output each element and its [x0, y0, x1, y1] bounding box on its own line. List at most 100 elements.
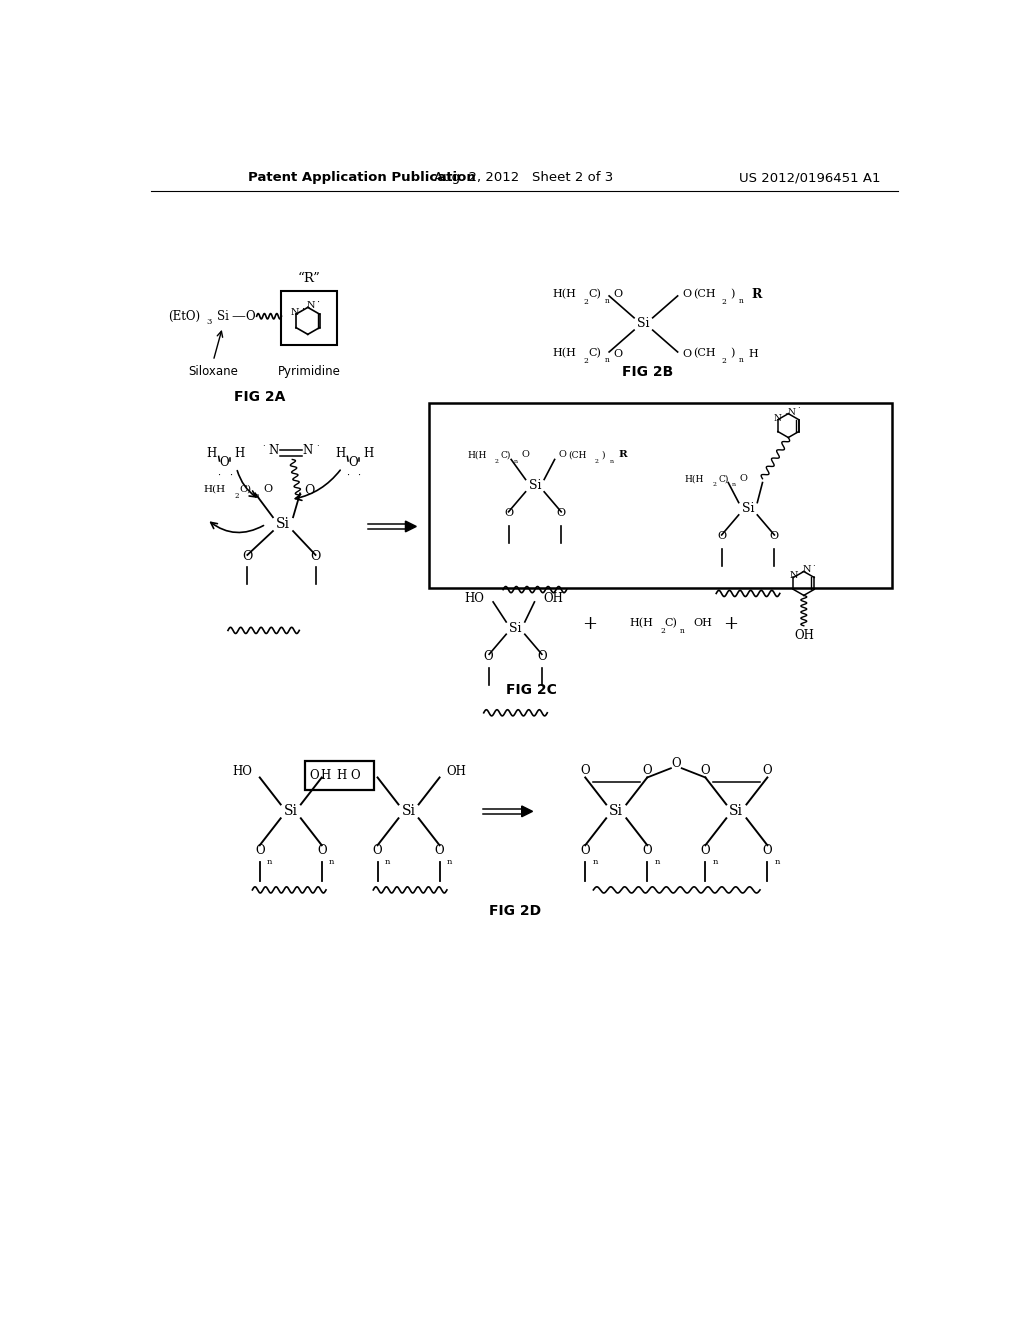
- Text: Si: Si: [217, 310, 228, 323]
- Text: N: N: [303, 444, 313, 457]
- Text: O: O: [435, 843, 444, 857]
- Text: ·: ·: [784, 411, 787, 418]
- Text: N: N: [790, 572, 798, 581]
- Text: H: H: [207, 446, 217, 459]
- Text: ·: ·: [262, 442, 265, 450]
- Text: O: O: [642, 764, 652, 777]
- Text: N: N: [268, 444, 279, 457]
- Text: n: n: [680, 627, 685, 635]
- Text: 2: 2: [595, 458, 598, 463]
- Text: (EtO): (EtO): [168, 310, 200, 323]
- Text: Si: Si: [741, 502, 755, 515]
- Text: O: O: [557, 508, 566, 519]
- Text: O: O: [255, 843, 264, 857]
- Text: H: H: [337, 768, 347, 781]
- Text: O: O: [613, 289, 623, 300]
- Text: Pyrimidine: Pyrimidine: [278, 366, 341, 379]
- Text: HO: HO: [465, 591, 484, 605]
- Text: H(H: H(H: [204, 484, 226, 494]
- Text: 2: 2: [495, 458, 499, 463]
- Text: O: O: [317, 843, 327, 857]
- Text: O: O: [763, 764, 772, 777]
- Text: FIG 2A: FIG 2A: [234, 391, 286, 404]
- Text: R: R: [618, 450, 628, 459]
- Text: O: O: [309, 768, 318, 781]
- Text: n: n: [255, 491, 260, 500]
- Text: ·: ·: [301, 305, 304, 314]
- Text: (CH: (CH: [692, 348, 716, 359]
- Text: n: n: [654, 858, 660, 866]
- Text: N: N: [291, 308, 300, 317]
- Bar: [305, 760, 375, 789]
- Text: H: H: [364, 446, 374, 459]
- Text: n: n: [605, 297, 610, 305]
- Text: +: +: [723, 615, 738, 634]
- Text: n: n: [267, 858, 272, 866]
- Text: Si: Si: [401, 804, 416, 818]
- Text: OH: OH: [446, 764, 467, 777]
- Bar: [282, 290, 337, 345]
- Text: n: n: [329, 858, 335, 866]
- Text: H(H: H(H: [684, 474, 703, 483]
- Text: O: O: [246, 310, 255, 323]
- Text: O: O: [581, 764, 590, 777]
- Text: OH: OH: [795, 630, 814, 643]
- Text: C): C): [664, 618, 677, 628]
- Text: N: N: [306, 301, 315, 310]
- Text: Aug. 2, 2012   Sheet 2 of 3: Aug. 2, 2012 Sheet 2 of 3: [433, 172, 613, 185]
- Text: Si: Si: [609, 804, 624, 818]
- Text: ): ): [730, 289, 734, 300]
- Text: 2: 2: [584, 358, 589, 366]
- Text: O: O: [558, 450, 566, 459]
- Text: O: O: [350, 768, 359, 781]
- Text: FIG 2D: FIG 2D: [489, 904, 542, 919]
- Text: O: O: [310, 550, 321, 564]
- Text: “R”: “R”: [298, 272, 321, 285]
- Text: O: O: [613, 348, 623, 359]
- Text: O: O: [263, 483, 272, 494]
- Text: N: N: [774, 413, 782, 422]
- Text: O: O: [581, 843, 590, 857]
- Text: H(H: H(H: [629, 618, 653, 628]
- Text: H(H: H(H: [552, 289, 577, 300]
- Text: O: O: [304, 483, 314, 496]
- Text: O: O: [682, 289, 691, 300]
- Text: O: O: [483, 649, 494, 663]
- Text: O: O: [770, 532, 779, 541]
- Text: O: O: [700, 764, 711, 777]
- Text: C): C): [589, 289, 602, 300]
- Text: —: —: [231, 309, 245, 323]
- Text: n: n: [610, 458, 614, 463]
- Text: n: n: [732, 482, 735, 487]
- Text: ·: ·: [346, 470, 349, 479]
- Text: Si: Si: [509, 622, 522, 635]
- Text: (CH: (CH: [568, 450, 587, 459]
- Text: H(H: H(H: [467, 450, 486, 459]
- Text: O: O: [717, 532, 726, 541]
- Text: O: O: [242, 550, 253, 564]
- Text: ·: ·: [217, 470, 220, 479]
- Text: ·: ·: [797, 404, 800, 412]
- Text: US 2012/0196451 A1: US 2012/0196451 A1: [739, 172, 881, 185]
- Text: ): ): [602, 450, 605, 459]
- Text: 2: 2: [584, 298, 589, 306]
- Text: N: N: [803, 565, 811, 574]
- Text: n: n: [385, 858, 390, 866]
- Text: Si: Si: [528, 479, 541, 492]
- Text: ·: ·: [316, 298, 319, 308]
- Text: R: R: [752, 288, 762, 301]
- Text: N: N: [787, 408, 796, 417]
- Text: C): C): [501, 450, 511, 459]
- Text: 2: 2: [722, 358, 727, 366]
- Text: n: n: [738, 297, 743, 305]
- Text: ): ): [730, 348, 734, 359]
- Text: O: O: [739, 474, 748, 483]
- Text: n: n: [713, 858, 718, 866]
- Text: OH: OH: [543, 591, 563, 605]
- Text: OH: OH: [693, 619, 713, 628]
- Text: O: O: [700, 843, 711, 857]
- Text: Siloxane: Siloxane: [188, 366, 239, 379]
- Text: C): C): [240, 484, 252, 494]
- Text: H: H: [321, 768, 331, 781]
- Text: n: n: [775, 858, 780, 866]
